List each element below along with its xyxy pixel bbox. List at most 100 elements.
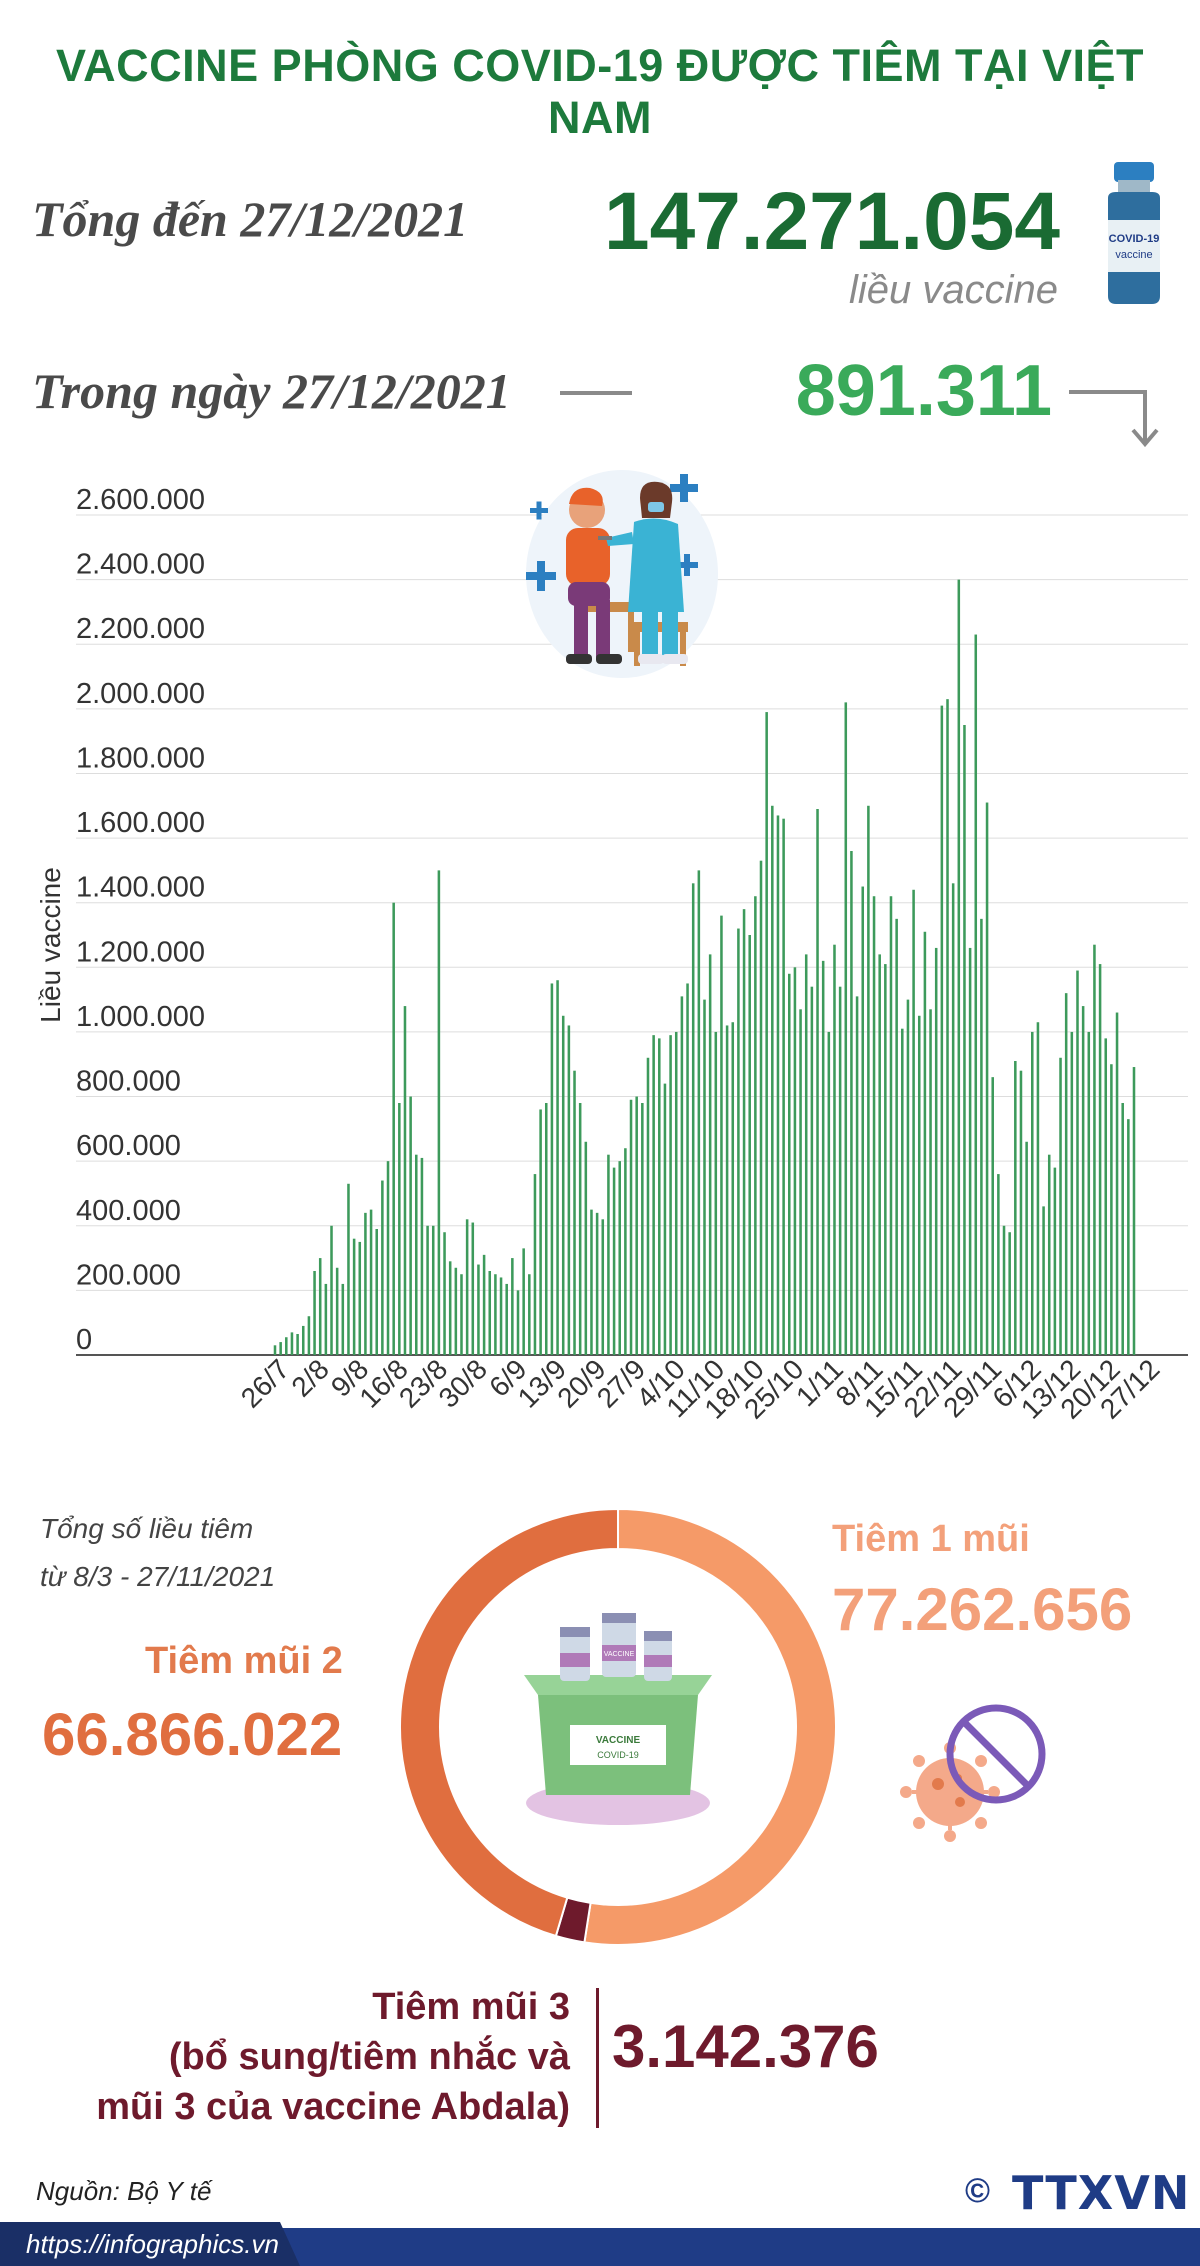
bar [403, 1006, 407, 1355]
vial-text-bottom: vaccine [1115, 249, 1152, 261]
bar [1115, 1012, 1119, 1355]
box-text-2: COVID-19 [597, 1750, 639, 1760]
donut-note-line1: Tổng số liều tiêm [40, 1513, 254, 1544]
bar [1014, 1061, 1017, 1355]
bar [290, 1332, 294, 1355]
bar [923, 931, 927, 1355]
bar [522, 1248, 525, 1355]
bar [505, 1283, 508, 1355]
bar [443, 1232, 446, 1355]
bar [855, 996, 859, 1355]
y-tick-label: 2.400.000 [76, 549, 205, 581]
dose-donut-chart: VACCINE COVID-19 VACCINE [399, 1507, 837, 1946]
y-tick-label: 1.400.000 [76, 872, 205, 904]
bar [754, 896, 757, 1355]
total-label: Tổng đến 27/12/2021 [32, 191, 469, 247]
bar [635, 1096, 638, 1355]
dose2-label: Tiêm mũi 2 [145, 1640, 343, 1682]
bar [324, 1283, 328, 1355]
box-text-1: VACCINE [596, 1735, 641, 1746]
bar [1059, 1057, 1062, 1355]
dose1-value: 77.262.656 [832, 1576, 1133, 1643]
day-label: Trong ngày 27/12/2021 [32, 363, 511, 419]
bar [652, 1035, 655, 1355]
bar [799, 1009, 802, 1355]
bar [850, 851, 853, 1355]
dose3-line2: (bổ sung/tiêm nhắc và [168, 2036, 570, 2078]
bar [307, 1316, 311, 1355]
bar [1042, 1206, 1045, 1355]
bar [884, 964, 887, 1355]
bar [889, 896, 893, 1355]
bar [737, 928, 740, 1355]
bar [488, 1271, 492, 1355]
bar [878, 954, 881, 1355]
dose3-divider [596, 1988, 599, 2128]
bar [420, 1157, 424, 1355]
bar [318, 1258, 322, 1355]
x-ticks: 26/72/89/816/823/830/86/913/920/927/94/1… [235, 1353, 1166, 1424]
bar [691, 883, 695, 1355]
y-tick-label: 2.200.000 [76, 613, 205, 645]
bar [595, 1212, 599, 1355]
bar [917, 1015, 921, 1355]
bar [460, 1274, 463, 1355]
bar [1087, 1031, 1091, 1355]
bar [867, 805, 870, 1355]
bar [1104, 1038, 1108, 1355]
down-arrow-icon [1069, 390, 1159, 448]
bar [697, 870, 701, 1355]
dose3-value: 3.142.376 [612, 2013, 879, 2080]
donut-slice-dose2 [399, 1507, 619, 1938]
total-value: 147.271.054 [603, 176, 1060, 267]
vial-label: VACCINE [604, 1651, 635, 1658]
y-tick-label: 800.000 [76, 1066, 181, 1098]
bar [1093, 944, 1096, 1355]
bar [663, 1083, 667, 1355]
bar [482, 1254, 486, 1355]
bar [906, 999, 910, 1355]
bar [567, 1025, 571, 1355]
bar [358, 1241, 362, 1355]
bar [448, 1261, 452, 1355]
bar [533, 1174, 537, 1355]
bar [578, 1103, 582, 1355]
bar [1098, 964, 1102, 1355]
bar [968, 947, 972, 1355]
bar [273, 1345, 277, 1355]
y-axis-label: Liều vaccine [35, 867, 66, 1023]
bar [1002, 1225, 1006, 1355]
footer-url-link[interactable]: https://infographics.vn [26, 2229, 279, 2259]
bar [511, 1258, 514, 1355]
bar [539, 1109, 542, 1355]
vial-text-top: COVID-19 [1109, 233, 1160, 245]
bar [1081, 1006, 1085, 1355]
bar [584, 1141, 588, 1355]
bar [1019, 1070, 1023, 1355]
dose1-label: Tiêm 1 mũi [832, 1518, 1030, 1560]
donut-slices [399, 1507, 837, 1946]
total-unit: liều vaccine [848, 268, 1058, 312]
bar [347, 1183, 350, 1355]
bar [550, 983, 554, 1355]
bar [708, 954, 712, 1355]
bar [963, 725, 966, 1355]
bar [895, 918, 898, 1355]
bar [833, 944, 836, 1355]
bar [1036, 1022, 1040, 1355]
bar [398, 1103, 401, 1355]
vaccination-illustration [526, 470, 718, 678]
bar [641, 1103, 644, 1355]
bar [1008, 1232, 1011, 1355]
bar [601, 1219, 605, 1355]
bar [821, 960, 825, 1355]
bar [686, 983, 689, 1355]
bar [1064, 993, 1068, 1355]
bar [1070, 1031, 1074, 1355]
bar [516, 1290, 520, 1355]
bar [816, 809, 819, 1355]
bar [375, 1229, 378, 1355]
bar [991, 1077, 994, 1355]
y-ticks: 0 200.000 400.000 600.000 800.000 1.000.000 1.… [76, 484, 205, 1356]
bar [929, 1009, 932, 1355]
